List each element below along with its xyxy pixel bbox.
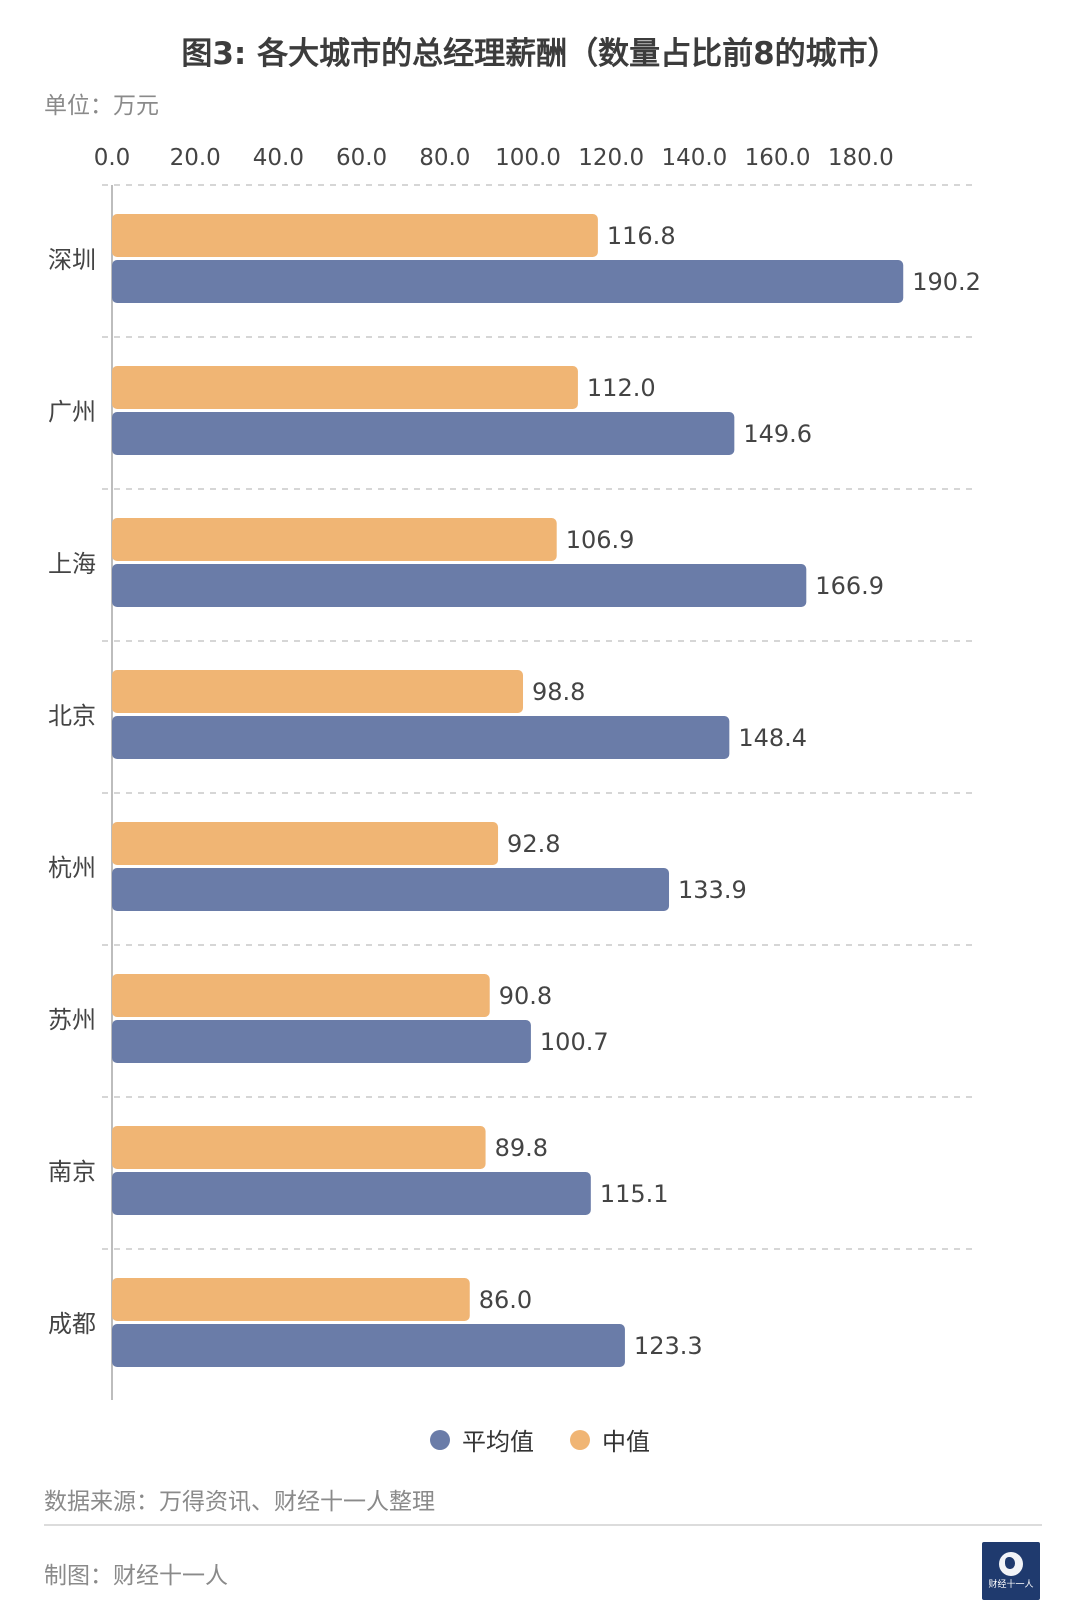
x-tick-label: 140.0 xyxy=(661,145,727,171)
logo-text: 财经十一人 xyxy=(988,1580,1034,1590)
value-label-average: 166.9 xyxy=(815,572,884,600)
value-label-average: 148.4 xyxy=(738,724,807,752)
value-label-average: 190.2 xyxy=(912,268,981,296)
value-label-median: 90.8 xyxy=(499,982,552,1010)
category-label: 成都 xyxy=(48,1310,96,1338)
x-tick-label: 120.0 xyxy=(578,145,644,171)
made-by: 制图：财经十一人 xyxy=(44,1563,228,1589)
category-label: 杭州 xyxy=(48,854,96,882)
x-tick-label: 180.0 xyxy=(828,145,894,171)
divider xyxy=(44,1524,1042,1526)
value-label-median: 92.8 xyxy=(507,830,560,858)
bar-average xyxy=(112,868,670,911)
chart-title: 图3: 各大城市的总经理薪酬（数量占比前8的城市） xyxy=(181,36,899,72)
value-label-average: 149.6 xyxy=(743,420,812,448)
legend-item-median: 中值 xyxy=(570,1422,650,1457)
value-label-median: 106.9 xyxy=(566,526,635,554)
bar-median xyxy=(112,670,524,713)
legend: 平均值 中值 xyxy=(0,1422,1080,1457)
bar-chart: 0.0 20.0 40.0 60.0 80.0 100.0 120.0 140.0 160.0 1… xyxy=(48,145,981,1400)
bar-median xyxy=(112,366,578,409)
bar-average xyxy=(112,564,807,607)
data-source: 数据来源：万得资讯、财经十一人整理 xyxy=(44,1489,435,1515)
unit-label: 单位：万元 xyxy=(44,93,159,119)
x-tick-label: 20.0 xyxy=(170,145,221,171)
globe-icon xyxy=(999,1552,1023,1576)
legend-swatch-avg xyxy=(430,1429,450,1450)
value-label-median: 112.0 xyxy=(587,374,656,402)
legend-label-avg: 平均值 xyxy=(462,1428,534,1456)
x-tick-label: 0.0 xyxy=(94,145,131,171)
bar-average xyxy=(112,716,730,759)
value-label-median: 86.0 xyxy=(479,1286,532,1314)
legend-swatch-median xyxy=(570,1429,590,1450)
category-label: 深圳 xyxy=(48,246,96,274)
category-label: 上海 xyxy=(48,550,96,578)
value-label-median: 98.8 xyxy=(532,678,585,706)
value-label-average: 123.3 xyxy=(634,1332,703,1360)
x-tick-label: 80.0 xyxy=(419,145,470,171)
bar-average xyxy=(112,1020,531,1063)
bar-median xyxy=(112,822,499,865)
value-label-median: 116.8 xyxy=(607,222,676,250)
legend-label-median: 中值 xyxy=(602,1428,650,1456)
x-tick-label: 160.0 xyxy=(745,145,811,171)
category-label: 北京 xyxy=(48,702,96,730)
value-label-average: 133.9 xyxy=(678,876,747,904)
bar-average xyxy=(112,1172,591,1215)
x-tick-label: 60.0 xyxy=(336,145,387,171)
category-label: 苏州 xyxy=(48,1006,96,1034)
bar-median xyxy=(112,518,557,561)
legend-item-avg: 平均值 xyxy=(430,1422,534,1457)
bar-median xyxy=(112,1126,486,1169)
bar-average xyxy=(112,412,735,455)
x-tick-label: 40.0 xyxy=(253,145,304,171)
value-label-median: 89.8 xyxy=(495,1134,548,1162)
category-label: 广州 xyxy=(48,398,96,426)
bar-median xyxy=(112,974,490,1017)
bar-average xyxy=(112,260,904,303)
bar-median xyxy=(112,1278,470,1321)
value-label-average: 100.7 xyxy=(540,1028,609,1056)
category-label: 南京 xyxy=(48,1158,96,1186)
bar-average xyxy=(112,1324,625,1367)
brand-logo: 财经十一人 xyxy=(982,1542,1040,1600)
value-label-average: 115.1 xyxy=(600,1180,669,1208)
x-tick-label: 100.0 xyxy=(495,145,561,171)
bar-median xyxy=(112,214,598,257)
